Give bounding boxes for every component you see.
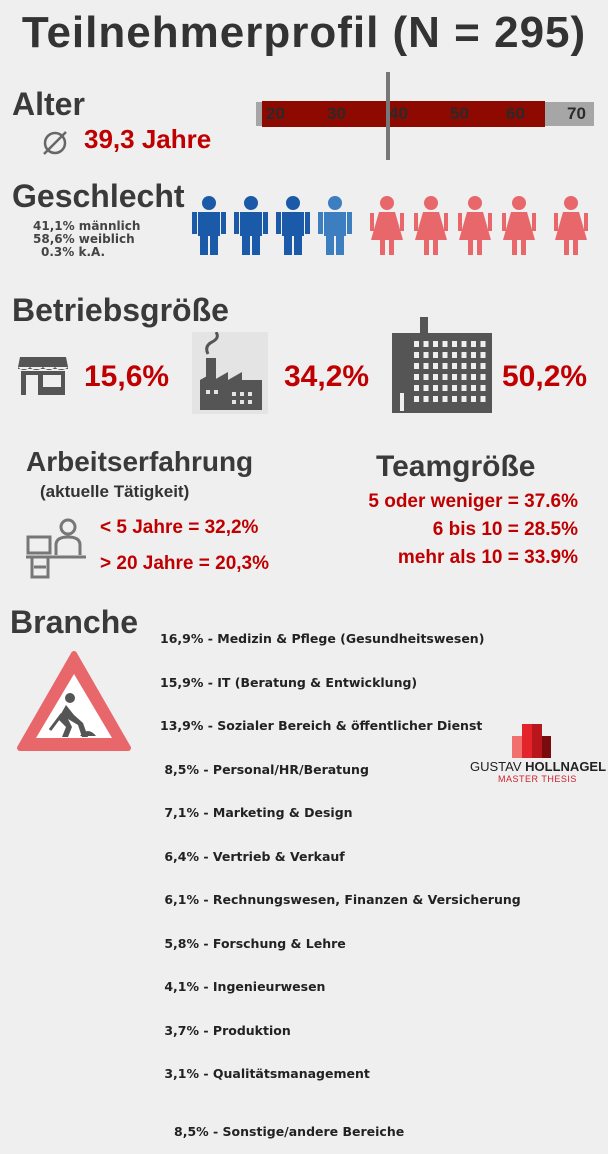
age-tick: 70 [567,104,586,123]
female-figure-icon [414,196,448,255]
branche-item: 16,9% - Medizin & Pflege (Gesundheitswes… [160,631,485,646]
branche-item: 8,5% - Personal/HR/Beratung [160,761,369,777]
geschlecht-heading: Geschlecht [12,178,185,214]
branche-item: 4,1% - Ingenieurwesen [160,979,326,994]
age-tick: 30 [327,104,346,123]
large-company-value: 50,2% [502,360,588,393]
female-figure-icon [370,196,404,255]
page-title: Teilnehmerprofil (N = 295) [21,8,587,57]
team-size-large: mehr als 10 = 33.9% [397,547,578,568]
logo-name: GUSTAV HOLLNAGEL [470,759,606,774]
betriebsgroesse-heading: Betriebsgröße [12,292,229,328]
branche-item: 3,7% - Produktion [160,1022,291,1038]
person-at-desk-icon [26,518,86,579]
arbeitserfahrung-subheading: (aktuelle Tätigkeit) [40,482,190,501]
teamgroesse-heading: Teamgröße [376,450,536,483]
office-building-icon [392,317,492,413]
age-tick: 60 [506,104,525,123]
shop-icon [18,357,68,395]
branche-heading: Branche [10,604,139,640]
gender-male: 41,1% männlich [33,219,141,233]
team-size-medium: 6 bis 10 = 28.5% [432,519,578,540]
average-age: 39,3 Jahre [84,124,212,154]
female-figure-icon [458,196,492,255]
gender-na: 0.3% k.A. [41,245,106,259]
construction-warning-icon [17,651,131,751]
team-size-list: 5 oder weniger = 37.6% 6 bis 10 = 28.5% … [368,488,578,572]
branche-item: 5,8% - Forschung & Lehre [160,935,346,951]
branche-other: 8,5% - Sonstige/andere Bereiche [174,1123,405,1139]
age-range-fill [262,101,545,127]
age-tick: 50 [450,104,469,123]
logo-building-icon [512,724,551,758]
age-tick: 40 [389,104,408,123]
male-figure-icon [318,196,352,255]
medium-company-value: 34,2% [284,360,370,393]
logo-first-name: GUSTAV [470,759,522,774]
branche-item: 6,1% - Rechnungswesen, Finanzen & Versic… [160,892,521,907]
age-tick: 20 [266,104,285,123]
alter-heading: Alter [12,86,85,122]
gender-stats: 41,1% männlich 58,6% weiblich 0.3% k.A. [33,220,140,259]
factory-icon [192,332,268,414]
logo-last-name: HOLLNAGEL [525,759,607,774]
female-figure-icon [554,196,588,255]
branche-item: 6,4% - Vertrieb & Verkauf [160,848,345,864]
branche-item: 13,9% - Sozialer Bereich & öffentlicher … [160,718,483,733]
arbeitserfahrung-heading: Arbeitserfahrung [26,446,254,477]
experience-under-5: < 5 Jahre = 32,2% [100,517,259,538]
experience-over-20: > 20 Jahre = 20,3% [100,553,270,574]
male-figure-icon [192,196,226,255]
branche-item: 7,1% - Marketing & Design [160,805,353,820]
small-company-value: 15,6% [84,360,170,393]
branche-list: 16,9% - Medizin & Pflege (Gesundheitswes… [160,603,521,1154]
mean-age-marker [386,72,390,160]
average-diameter-icon [43,131,67,155]
female-figure-icon [502,196,536,255]
logo-subtitle: MASTER THESIS [498,774,577,784]
branche-item: 15,9% - IT (Beratung & Entwicklung) [160,674,418,690]
male-figure-icon [234,196,268,255]
gender-female: 58,6% weiblich [33,232,135,246]
team-size-small: 5 oder weniger = 37.6% [368,491,578,512]
male-figure-icon [276,196,310,255]
branche-item: 3,1% - Qualitätsmanagement [160,1066,370,1081]
